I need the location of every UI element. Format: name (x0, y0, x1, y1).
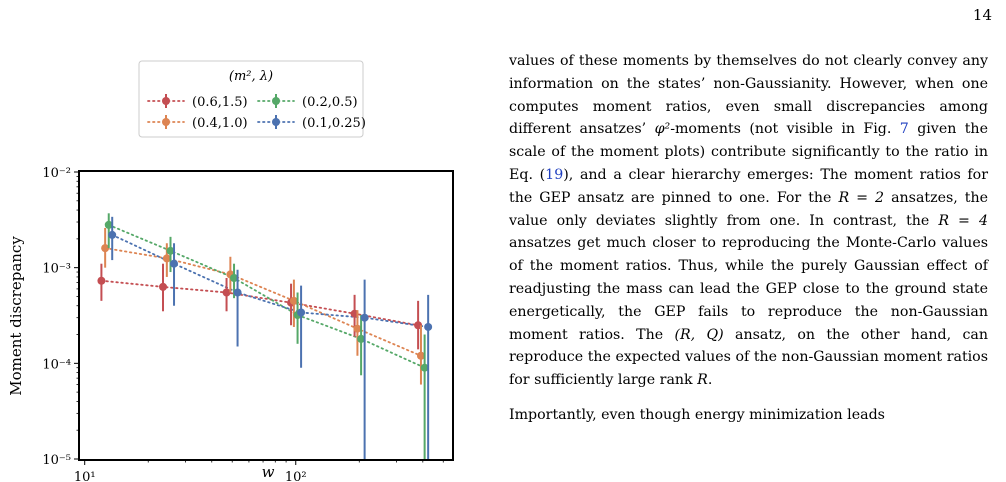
paragraph-1: values of these moments by themselves do… (509, 50, 988, 392)
text-run: ansatzes get much closer to reproducing … (509, 235, 988, 343)
legend-marker (272, 118, 280, 126)
legend-label: (0.6,1.5) (192, 95, 248, 110)
y-tick-label: 10⁻³ (42, 262, 71, 277)
figure-reference-link[interactable]: 7 (899, 121, 909, 138)
legend-marker (272, 97, 280, 105)
plot-frame (78, 170, 454, 461)
data-point (420, 363, 429, 372)
text-run: ansatz, on the other hand, can reproduce… (509, 326, 988, 389)
legend-title: (m², λ) (229, 69, 273, 84)
y-tick-label: 10⁻⁴ (42, 357, 71, 372)
series-line (111, 233, 430, 328)
legend-label: (0.1,0.25) (302, 116, 366, 131)
data-point (166, 246, 175, 255)
math-r-equals-4: R = 4 (938, 212, 988, 229)
legend-label: (0.4,1.0) (192, 116, 248, 131)
math-r-equals-2: R = 2 (838, 189, 885, 206)
math-r-q: (R, Q) (674, 326, 724, 343)
data-point (97, 276, 106, 285)
page-number: 14 (972, 6, 992, 24)
x-tick-label: 10¹ (74, 470, 96, 482)
figure: (m², λ) (0.6,1.5) (0.2,0.5) (0.4,1.0) (0.1,… (0, 0, 480, 482)
text-run: given the scale of the moment plots) con… (509, 121, 988, 183)
data-point (233, 288, 242, 297)
data-point (360, 313, 369, 322)
data-point (108, 230, 117, 239)
data-point (104, 220, 113, 229)
body-text: values of these moments by themselves do… (509, 50, 988, 439)
series-line (104, 247, 422, 357)
equation-reference-link[interactable]: 19 (545, 166, 564, 183)
text-run: ansatzes, the value only deviates slight… (509, 189, 988, 229)
data-point (162, 254, 171, 263)
legend-frame (138, 60, 364, 138)
data-point (357, 334, 366, 343)
data-point (230, 273, 239, 282)
data-point (101, 244, 110, 253)
series-line (107, 223, 426, 369)
text-run: ), and a clear hierarchy emerges: The mo… (509, 166, 988, 206)
data-point (222, 288, 231, 297)
text-run: values of these moments by themselves do… (509, 53, 988, 138)
y-tick-label: 10⁻² (42, 166, 71, 181)
paragraph-2: Importantly, even though energy minimiza… (509, 404, 988, 427)
data-point (297, 308, 306, 317)
math-r: R (697, 372, 708, 389)
y-axis-label: Moment discrepancy (7, 236, 25, 396)
data-point (159, 282, 168, 291)
data-point (289, 296, 298, 305)
data-point (424, 322, 433, 331)
text-run: Importantly, even though energy minimiza… (509, 406, 885, 423)
legend-label: (0.2,0.5) (302, 95, 358, 110)
text-run: . (707, 372, 713, 389)
y-tick-label: 10⁻⁵ (42, 453, 71, 468)
text-run: -moments (not visible in Fig. (670, 121, 900, 138)
x-tick-label: 10² (285, 470, 307, 482)
data-point (170, 259, 179, 268)
legend-marker (162, 118, 170, 126)
legend-marker (162, 97, 170, 105)
moment-discrepancy-chart: (m², λ) (0.6,1.5) (0.2,0.5) (0.4,1.0) (0.1,… (7, 60, 454, 482)
legend: (m², λ) (0.6,1.5) (0.2,0.5) (0.4,1.0) (0.1,… (138, 60, 366, 138)
x-axis-label: w (262, 463, 275, 481)
math-phi-squared: φ² (654, 121, 671, 138)
data-point (416, 351, 425, 360)
data-point (353, 324, 362, 333)
